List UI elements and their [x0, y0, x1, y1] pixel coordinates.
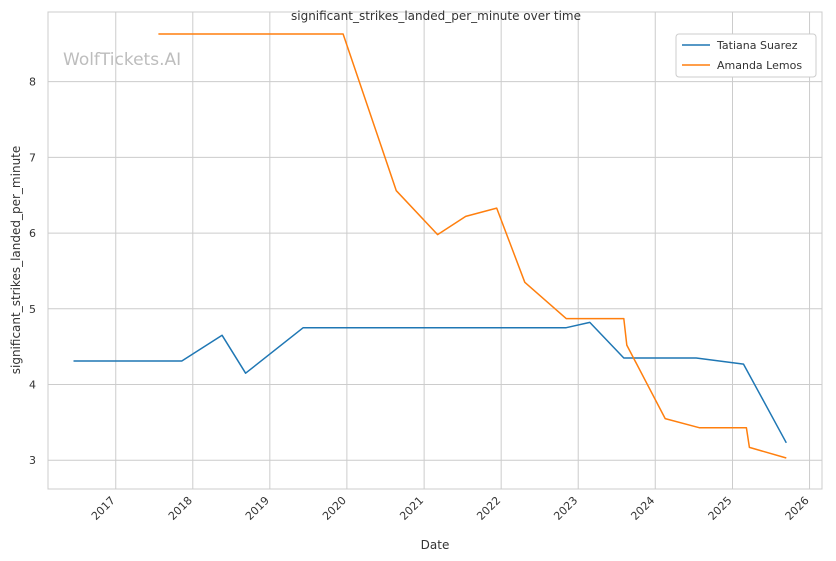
x-tick-label: 2025	[706, 494, 735, 523]
x-tick-label: 2023	[551, 494, 580, 523]
x-tick-label: 2021	[397, 494, 426, 523]
plot-background	[48, 12, 822, 489]
y-tick-label: 4	[29, 379, 36, 392]
legend-items: Tatiana Suarez Amanda Lemos	[682, 39, 802, 72]
y-tick-label: 8	[29, 76, 36, 89]
y-tick-label: 3	[29, 454, 36, 467]
plot-frame	[47, 11, 823, 490]
grid-lines	[48, 12, 822, 489]
y-axis-ticks: 3 4 5 6 7 8	[29, 76, 36, 468]
y-axis-label: significant_strikes_landed_per_minute	[9, 146, 23, 375]
y-tick-label: 6	[29, 227, 36, 240]
chart-title: significant_strikes_landed_per_minute ov…	[291, 9, 581, 23]
x-tick-label: 2020	[320, 494, 349, 523]
x-tick-label: 2022	[474, 494, 503, 523]
x-axis-ticks: 2017 2018 2019 2020 2021 2022 2023 2024 2025 2026	[89, 494, 812, 523]
series-lines	[73, 33, 787, 459]
x-tick-label: 2024	[628, 494, 657, 523]
watermark: WolfTickets.AI	[63, 50, 181, 70]
x-tick-label: 2017	[89, 494, 118, 523]
series-line-tatiana-suarez	[73, 321, 787, 444]
legend-label: Amanda Lemos	[717, 59, 802, 72]
x-axis-label: Date	[421, 538, 450, 552]
x-tick-label: 2026	[783, 494, 812, 523]
y-tick-label: 7	[29, 151, 36, 164]
legend-label: Tatiana Suarez	[716, 39, 798, 52]
series-line-amanda-lemos	[158, 33, 787, 459]
legend-box	[675, 33, 817, 78]
legend: Tatiana Suarez Amanda Lemos	[675, 33, 817, 78]
x-tick-label: 2018	[166, 494, 195, 523]
x-tick-label: 2019	[243, 494, 272, 523]
y-tick-label: 5	[29, 303, 36, 316]
